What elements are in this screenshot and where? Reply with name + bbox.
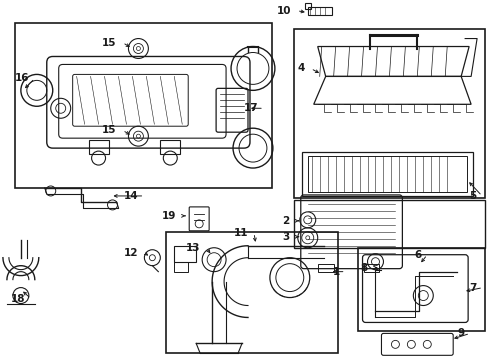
Text: 18: 18 [10, 293, 25, 303]
Text: 14: 14 [123, 191, 138, 201]
Bar [293, 28, 484, 198]
Bar [174, 246, 196, 262]
Text: 7: 7 [469, 283, 476, 293]
Text: 12: 12 [123, 248, 138, 258]
Bar [357, 248, 484, 332]
Bar [317, 264, 333, 272]
Text: 6: 6 [413, 250, 421, 260]
Text: 8: 8 [360, 263, 367, 273]
Text: 17: 17 [243, 103, 258, 113]
Text: 15: 15 [102, 125, 116, 135]
Text: 10: 10 [276, 6, 290, 15]
Text: 13: 13 [185, 243, 200, 253]
Text: 9: 9 [456, 328, 463, 338]
Text: 5: 5 [468, 191, 475, 201]
Text: 3: 3 [282, 232, 289, 242]
Bar [160, 140, 180, 154]
Bar [15, 23, 271, 188]
Bar [293, 200, 484, 248]
Bar [166, 232, 337, 353]
Text: 15: 15 [102, 37, 116, 48]
Text: 4: 4 [297, 63, 304, 73]
Bar [174, 262, 188, 272]
Text: 19: 19 [162, 211, 176, 221]
Text: 2: 2 [282, 216, 289, 226]
Bar [307, 7, 331, 15]
Text: 1: 1 [332, 267, 339, 276]
Bar [307, 156, 466, 192]
Text: 16: 16 [14, 73, 29, 84]
Bar [304, 3, 310, 9]
Bar [301, 152, 472, 196]
Text: 11: 11 [233, 228, 247, 238]
Bar [88, 140, 108, 154]
Bar [363, 264, 379, 272]
